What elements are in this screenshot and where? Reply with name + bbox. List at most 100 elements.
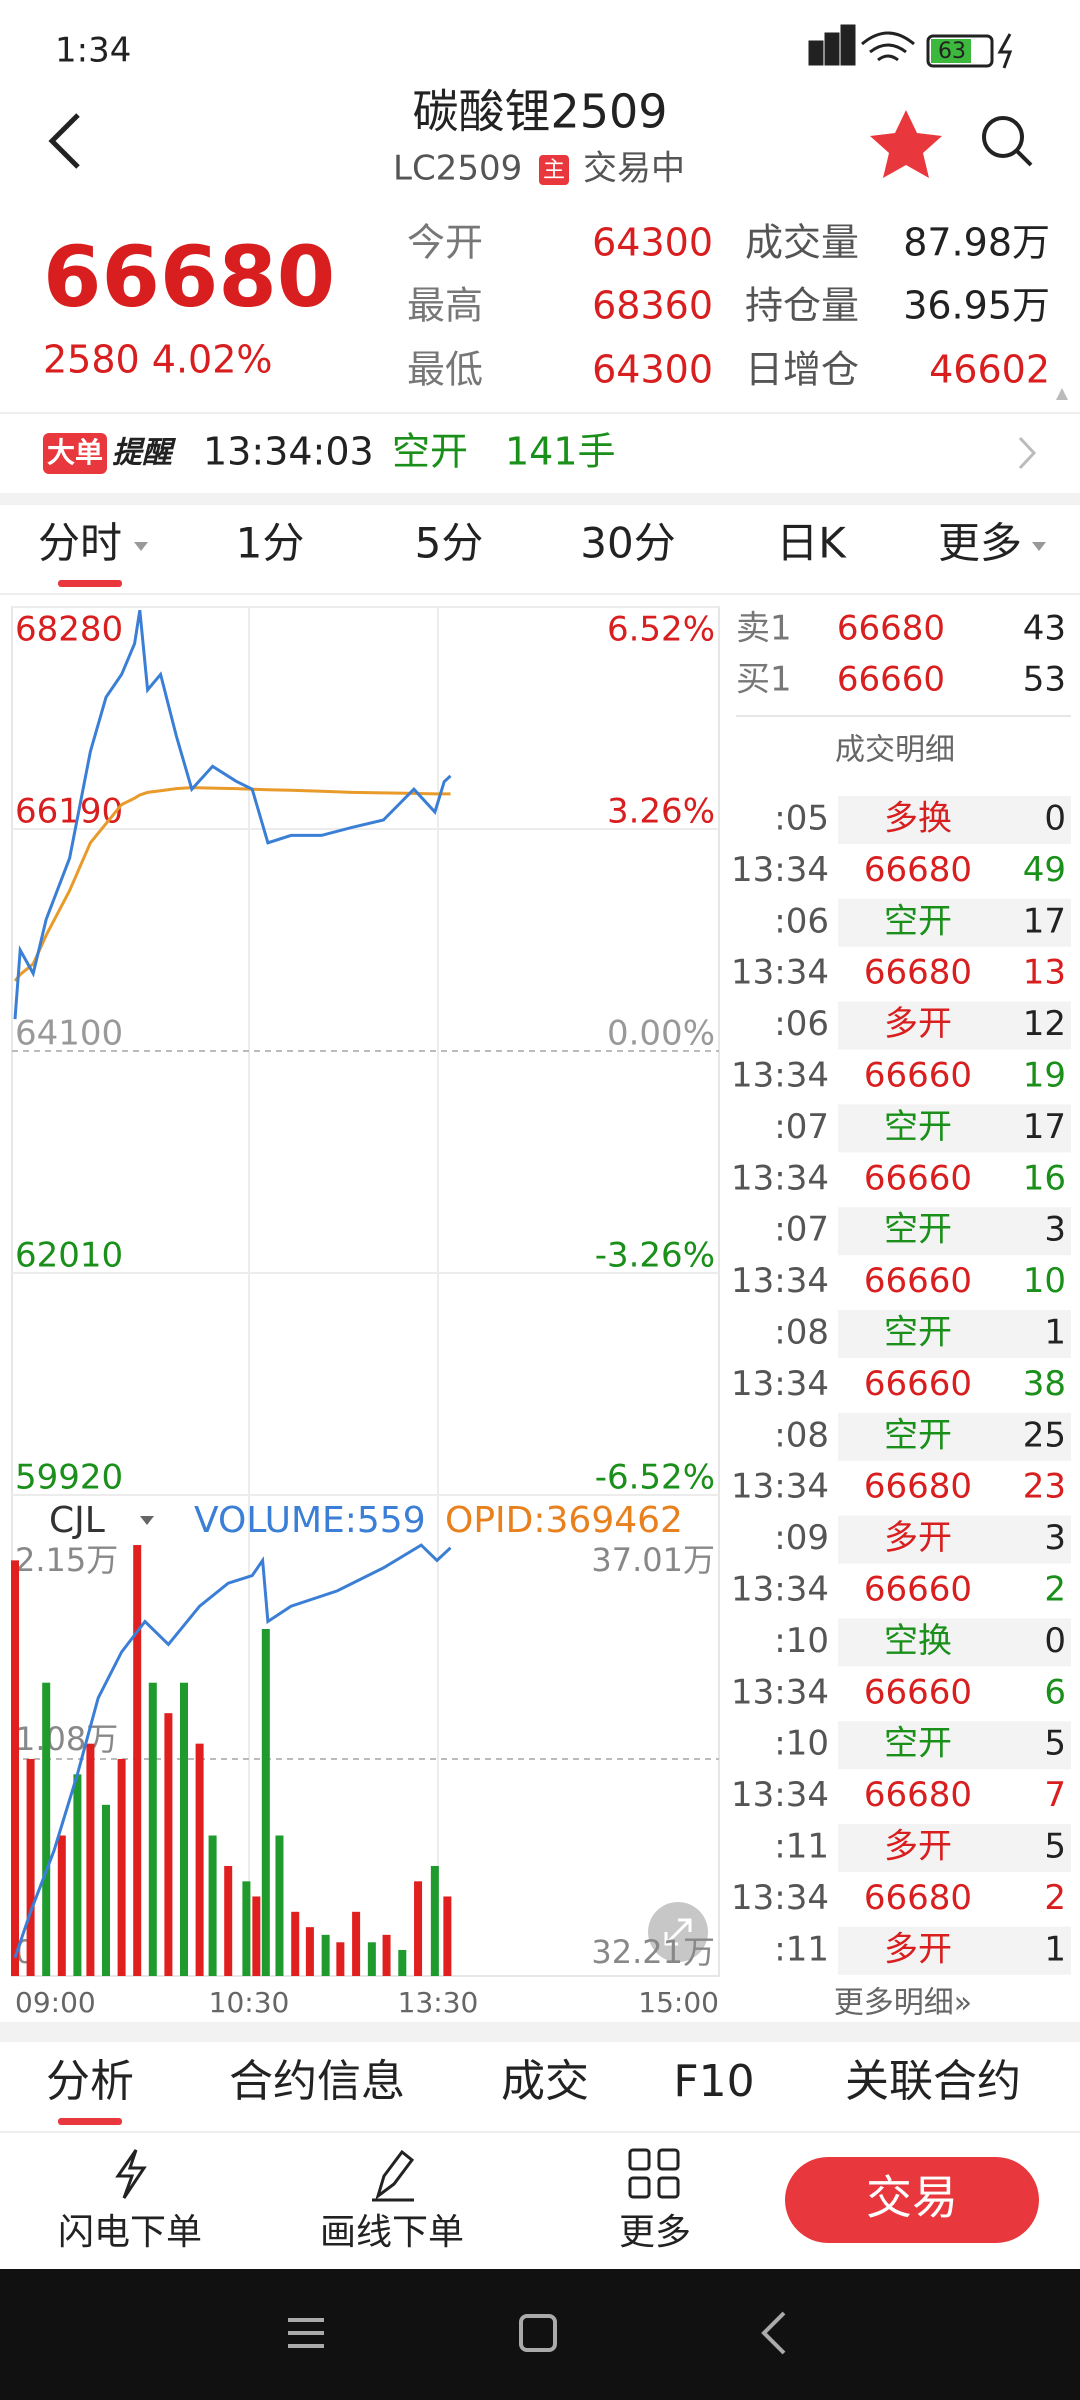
trade-price: 66660	[864, 1364, 972, 1404]
alert-label: 提醒	[112, 436, 177, 471]
volume-legend: VOLUME:559	[194, 1500, 426, 1541]
trade-volume: 12	[1023, 1004, 1066, 1044]
volume-bar	[57, 1835, 66, 1976]
more-trades[interactable]: 更多明细»	[834, 1986, 972, 2021]
more-icon[interactable]	[628, 2148, 680, 2199]
book-label: 卖1	[736, 609, 792, 649]
trade-volume: 10	[1023, 1261, 1066, 1301]
trade-price: 66660	[864, 1158, 972, 1198]
y-tick-label: 2.15万	[15, 1541, 118, 1579]
toolbar-label[interactable]: 闪电下单	[58, 2212, 202, 2253]
trade-time: 13:34	[731, 1364, 829, 1404]
x-tick-label: 13:30	[398, 1986, 479, 2019]
y2-tick-label: 3.26%	[607, 792, 715, 832]
x-tick-label: 15:00	[638, 1986, 719, 2019]
favorite-star[interactable]	[870, 110, 942, 178]
stat-value: 36.95万	[903, 284, 1050, 328]
section-gap	[0, 493, 1080, 505]
trade-row-bg	[838, 1721, 1071, 1770]
open-interest-line	[13, 1543, 452, 1959]
section-gap	[0, 2022, 1080, 2042]
trade-volume: 49	[1023, 850, 1066, 890]
trade-volume: 5	[1044, 1724, 1066, 1764]
book-volume: 43	[1023, 609, 1066, 649]
trades-title: 成交明细	[835, 733, 955, 768]
period-tab[interactable]: 30分	[580, 519, 675, 568]
trade-time: 13:34	[731, 1672, 829, 1712]
trade-row-bg	[838, 1310, 1071, 1358]
volume-bar	[242, 1881, 251, 1976]
trade-volume: 5	[1044, 1827, 1066, 1867]
volume-bar	[305, 1927, 314, 1976]
trade-price: 66680	[864, 1878, 972, 1918]
stat-label: 今开	[407, 221, 483, 265]
search-button[interactable]	[982, 116, 1033, 167]
trade-row-bg	[838, 1207, 1071, 1256]
bottom-tab[interactable]: F10	[673, 2056, 754, 2107]
flash-order-icon[interactable]	[115, 2149, 147, 2199]
bottom-tab[interactable]: 合约信息	[229, 2056, 405, 2107]
period-tab[interactable]: 5分	[415, 519, 484, 568]
trade-time: 13:34	[731, 1775, 829, 1815]
bottom-tab[interactable]: 分析	[46, 2056, 134, 2107]
trade-price: 66680	[864, 1775, 972, 1815]
nav-buttons[interactable]	[288, 2311, 786, 2355]
draw-order-icon[interactable]	[372, 2149, 415, 2202]
trade-price: 多开	[884, 1827, 952, 1867]
trade-time: :10	[774, 1724, 829, 1764]
y2-tick-label: 32.21万	[591, 1933, 715, 1971]
y-tick-label: 1.08万	[15, 1720, 118, 1758]
period-tab[interactable]: 日K	[776, 519, 847, 568]
last-price: 66680	[43, 228, 335, 326]
volume-bar	[11, 1560, 19, 1976]
trade-time: :09	[774, 1518, 829, 1558]
trade-volume: 1	[1044, 1929, 1066, 1969]
stat-label: 持仓量	[745, 284, 859, 328]
trade-row-bg	[838, 1824, 1071, 1872]
trade-price: 空开	[884, 1107, 952, 1147]
trade-price: 66680	[864, 850, 972, 890]
stat-value: 64300	[592, 221, 713, 265]
stat-value: 68360	[592, 284, 713, 328]
trade-price: 空换	[884, 1621, 952, 1661]
nav-bar	[0, 2269, 1080, 2400]
period-tab[interactable]: 1分	[236, 519, 305, 568]
trade-button-label[interactable]: 交易	[866, 2171, 958, 2225]
trade-volume: 13	[1023, 953, 1066, 993]
trade-time: :07	[774, 1210, 829, 1250]
status-icons	[808, 24, 1013, 69]
toolbar-label[interactable]: 更多	[619, 2212, 691, 2253]
alert-chevron[interactable]	[1018, 436, 1037, 470]
expand-button[interactable]	[648, 1902, 708, 1962]
y2-tick-label: 0.00%	[607, 1014, 715, 1054]
corner-mark	[1056, 388, 1068, 400]
trade-row-bg	[838, 1515, 1071, 1564]
volume-bar	[133, 1545, 142, 1976]
price-line	[13, 786, 451, 982]
volume-bar	[321, 1934, 330, 1976]
opid-legend: OPID:369462	[445, 1500, 683, 1541]
battery-level: 63	[938, 39, 966, 64]
volume-bar	[208, 1835, 217, 1976]
stat-value: 87.98万	[903, 221, 1050, 265]
trade-price: 66680	[864, 1467, 972, 1507]
bottom-tab[interactable]: 关联合约	[845, 2056, 1021, 2107]
trade-volume: 17	[1023, 1107, 1066, 1147]
period-tab[interactable]: 更多	[938, 519, 1022, 568]
bottom-tab[interactable]: 成交	[501, 2056, 589, 2107]
trade-price: 66660	[864, 1261, 972, 1301]
contract-code: LC2509	[393, 149, 522, 189]
trade-price: 空开	[884, 1724, 952, 1764]
toolbar-label[interactable]: 画线下单	[320, 2212, 464, 2253]
y2-tick-label: 6.52%	[607, 610, 715, 650]
trade-button[interactable]	[785, 2157, 1039, 2243]
y-tick-label: 66190	[15, 792, 123, 832]
back-button[interactable]	[48, 113, 80, 169]
trade-time: 13:34	[731, 1261, 829, 1301]
period-tab[interactable]: 分时	[38, 519, 122, 568]
trade-time: :11	[774, 1929, 829, 1969]
volume-bar	[224, 1865, 233, 1976]
volume-bar	[275, 1835, 284, 1976]
trade-price: 空开	[884, 901, 952, 941]
